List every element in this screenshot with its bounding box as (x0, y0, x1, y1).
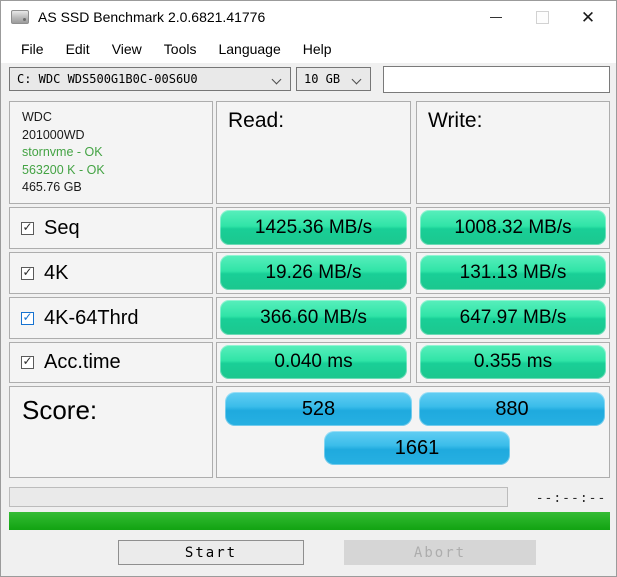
drive-info-panel: WDC 201000WD stornvme - OK 563200 K - OK… (9, 101, 213, 204)
4k-label: 4K (44, 261, 69, 284)
drive-select-dropdown[interactable]: C: WDC WDS500G1B0C-00S6U0 (9, 67, 291, 91)
4k-64thrd-label: 4K-64Thrd (44, 306, 139, 329)
4k-64thrd-checkbox[interactable] (21, 310, 34, 325)
overall-progress-bar (9, 512, 610, 530)
drive-alignment-status: 563200 K - OK (22, 162, 105, 177)
read-score-value: 528 (225, 392, 412, 426)
4k-read-cell: 19.26 MB/s (216, 252, 411, 294)
total-score-value: 1661 (324, 431, 510, 465)
menu-tools[interactable]: Tools (163, 40, 197, 57)
4k-write-cell: 131.13 MB/s (416, 252, 610, 294)
acc-time-write-value: 0.355 ms (420, 345, 606, 379)
4k-write-value: 131.13 MB/s (420, 255, 606, 290)
seq-write-value: 1008.32 MB/s (420, 210, 606, 245)
menu-language[interactable]: Language (218, 40, 281, 57)
chevron-down-icon (273, 75, 281, 83)
maximize-icon[interactable] (525, 1, 559, 34)
row-seq: Seq (9, 207, 213, 249)
menu-help[interactable]: Help (302, 40, 332, 57)
seq-checkbox[interactable] (21, 220, 34, 235)
title-bar: AS SSD Benchmark 2.0.6821.41776 (1, 1, 616, 34)
test-size-dropdown[interactable]: 10 GB (296, 67, 371, 91)
write-column-header: Write: (416, 101, 610, 204)
seq-read-value: 1425.36 MB/s (220, 210, 407, 245)
seq-label: Seq (44, 216, 80, 239)
drive-driver-status: stornvme - OK (22, 145, 103, 159)
4k-64thrd-write-cell: 647.97 MB/s (416, 297, 610, 339)
4k-read-value: 19.26 MB/s (220, 255, 407, 290)
chevron-down-icon (353, 75, 361, 83)
window-title: AS SSD Benchmark 2.0.6821.41776 (38, 9, 266, 25)
seq-write-cell: 1008.32 MB/s (416, 207, 610, 249)
elapsed-time: --:--:-- (535, 491, 607, 506)
start-button[interactable]: Start (118, 540, 304, 565)
drive-capacity: 465.76 GB (22, 180, 82, 194)
test-size-value: 10 GB (304, 72, 341, 86)
4k-64thrd-read-value: 366.60 MB/s (220, 300, 407, 335)
menu-edit[interactable]: Edit (65, 40, 90, 57)
toolbar-text-input[interactable] (383, 66, 610, 93)
score-label: Score: (22, 395, 98, 425)
drive-model: WDC (22, 110, 52, 124)
drive-select-value: C: WDC WDS500G1B0C-00S6U0 (17, 72, 198, 86)
menu-file[interactable]: File (21, 40, 44, 57)
4k-64thrd-write-value: 647.97 MB/s (420, 300, 606, 335)
test-progress-bar (9, 487, 508, 507)
write-score-value: 880 (419, 392, 605, 426)
4k-64thrd-read-cell: 366.60 MB/s (216, 297, 411, 339)
menu-view[interactable]: View (111, 40, 142, 57)
acc-time-label: Acc.time (44, 351, 121, 373)
score-panel-label: Score: (9, 386, 213, 478)
hdd-app-icon (11, 10, 29, 24)
row-acc-time: Acc.time (9, 342, 213, 383)
read-column-header: Read: (216, 101, 411, 204)
acc-time-checkbox[interactable] (21, 354, 34, 369)
4k-checkbox[interactable] (21, 265, 34, 280)
acc-time-write-cell: 0.355 ms (416, 342, 610, 383)
seq-read-cell: 1425.36 MB/s (216, 207, 411, 249)
drive-firmware: 201000WD (22, 127, 85, 142)
row-4k: 4K (9, 252, 213, 294)
acc-time-read-value: 0.040 ms (220, 345, 407, 379)
score-panel-values: 528 880 1661 (216, 386, 610, 478)
menu-bar: File Edit View Tools Language Help (1, 34, 616, 63)
acc-time-read-cell: 0.040 ms (216, 342, 411, 383)
abort-button: Abort (344, 540, 536, 565)
row-4k-64thrd: 4K-64Thrd (9, 297, 213, 339)
close-icon[interactable] (571, 1, 605, 34)
minimize-icon[interactable] (479, 1, 513, 34)
